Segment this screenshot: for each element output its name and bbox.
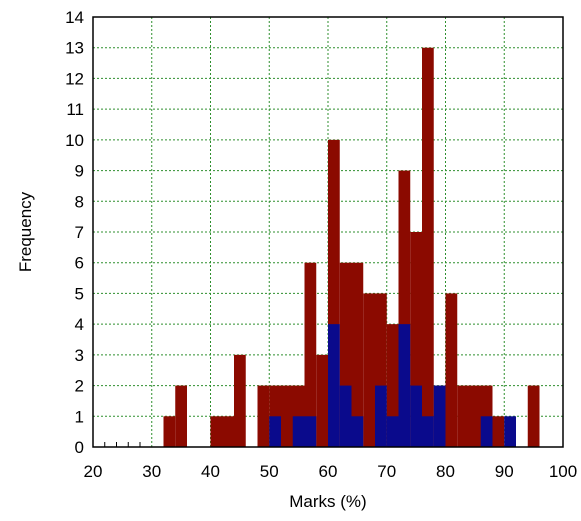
bar-blue	[422, 416, 434, 447]
bar-blue	[328, 324, 340, 447]
bar-blue	[339, 385, 352, 447]
bar-blue	[351, 416, 364, 447]
y-tick-label: 13	[65, 39, 84, 58]
bar-red	[175, 385, 187, 447]
bar-red	[445, 293, 458, 447]
x-tick-label: 50	[260, 462, 279, 481]
bar-blue	[292, 416, 317, 447]
x-tick-label: 100	[549, 462, 577, 481]
bar-blue	[386, 416, 399, 447]
y-tick-label: 6	[75, 254, 84, 273]
x-tick-label: 70	[377, 462, 396, 481]
x-tick-labels: 20 30 40 50 60 70 80 90 100	[84, 462, 578, 481]
bar-red	[386, 324, 399, 447]
bar-red	[527, 385, 540, 447]
x-tick-label: 60	[319, 462, 338, 481]
y-tick-label: 8	[75, 192, 84, 211]
bar-red	[257, 385, 270, 447]
y-tick-label: 12	[65, 69, 84, 88]
bar-red	[316, 354, 328, 447]
bar-red	[410, 232, 422, 447]
y-tick-label: 4	[75, 315, 84, 334]
bar-blue	[433, 385, 446, 447]
y-tick-label: 9	[75, 162, 84, 181]
bar-blue	[504, 416, 516, 447]
x-tick-label: 80	[436, 462, 455, 481]
y-tick-label: 7	[75, 223, 84, 242]
x-tick-label: 40	[201, 462, 220, 481]
y-tick-label: 1	[75, 407, 84, 426]
bar-red	[422, 47, 434, 447]
y-tick-label: 11	[66, 100, 84, 119]
bar-red	[163, 416, 176, 447]
y-tick-label: 10	[65, 131, 84, 150]
bar-blue	[398, 324, 411, 447]
bar-red	[328, 139, 340, 447]
y-tick-label: 5	[75, 284, 84, 303]
bar-blue	[480, 416, 493, 447]
y-tick-label: 0	[75, 438, 84, 457]
x-tick-label: 30	[142, 462, 161, 481]
bar-blue	[410, 385, 422, 447]
y-axis-title: Frequency	[16, 191, 35, 272]
y-tick-label: 2	[75, 377, 84, 396]
plot-frame	[92, 16, 564, 448]
x-tick-label: 20	[84, 462, 103, 481]
x-tick-label: 90	[495, 462, 514, 481]
bar-red	[492, 416, 505, 447]
histogram-bars	[163, 47, 540, 448]
y-tick-label: 14	[65, 8, 84, 27]
x-minor-ticks	[104, 442, 141, 447]
bar-blue	[375, 385, 387, 447]
bar-blue	[269, 416, 281, 447]
bar-red	[210, 416, 234, 447]
x-axis-title: Marks (%)	[289, 492, 366, 511]
bar-red	[234, 354, 246, 447]
bar-red	[304, 262, 317, 447]
bar-red	[398, 170, 411, 448]
y-tick-label: 3	[75, 346, 84, 365]
